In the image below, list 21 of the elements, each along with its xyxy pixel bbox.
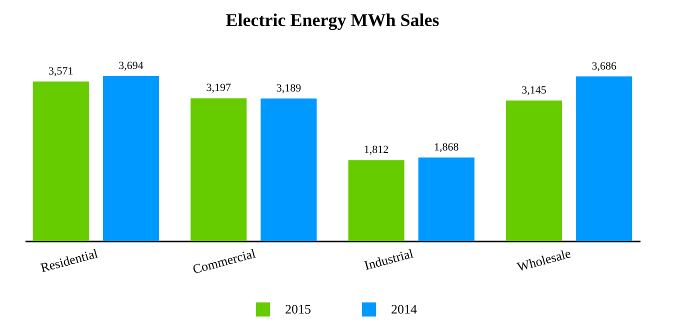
bar (32, 81, 89, 241)
data-label: 1,868 (434, 142, 460, 154)
bar (190, 98, 247, 241)
data-label: 3,694 (118, 60, 144, 72)
data-label: 1,812 (364, 144, 389, 156)
data-label: 3,197 (206, 82, 232, 94)
data-label: 3,571 (48, 65, 74, 78)
bar (576, 76, 632, 241)
data-label: 3,189 (276, 82, 302, 95)
bar (102, 76, 160, 241)
chart-title: Electric Energy MWh Sales (226, 10, 440, 30)
bar (260, 98, 317, 241)
x-tick-label: Industrial (362, 245, 416, 273)
bar (418, 158, 474, 241)
data-label: 3,686 (592, 60, 617, 72)
x-tick-label: Wholesale (516, 246, 573, 274)
data-label: 3,145 (522, 84, 547, 97)
bar (506, 100, 562, 241)
legend-label: 2015 (285, 301, 311, 316)
bar (348, 160, 404, 241)
legend-label: 2014 (391, 301, 418, 316)
